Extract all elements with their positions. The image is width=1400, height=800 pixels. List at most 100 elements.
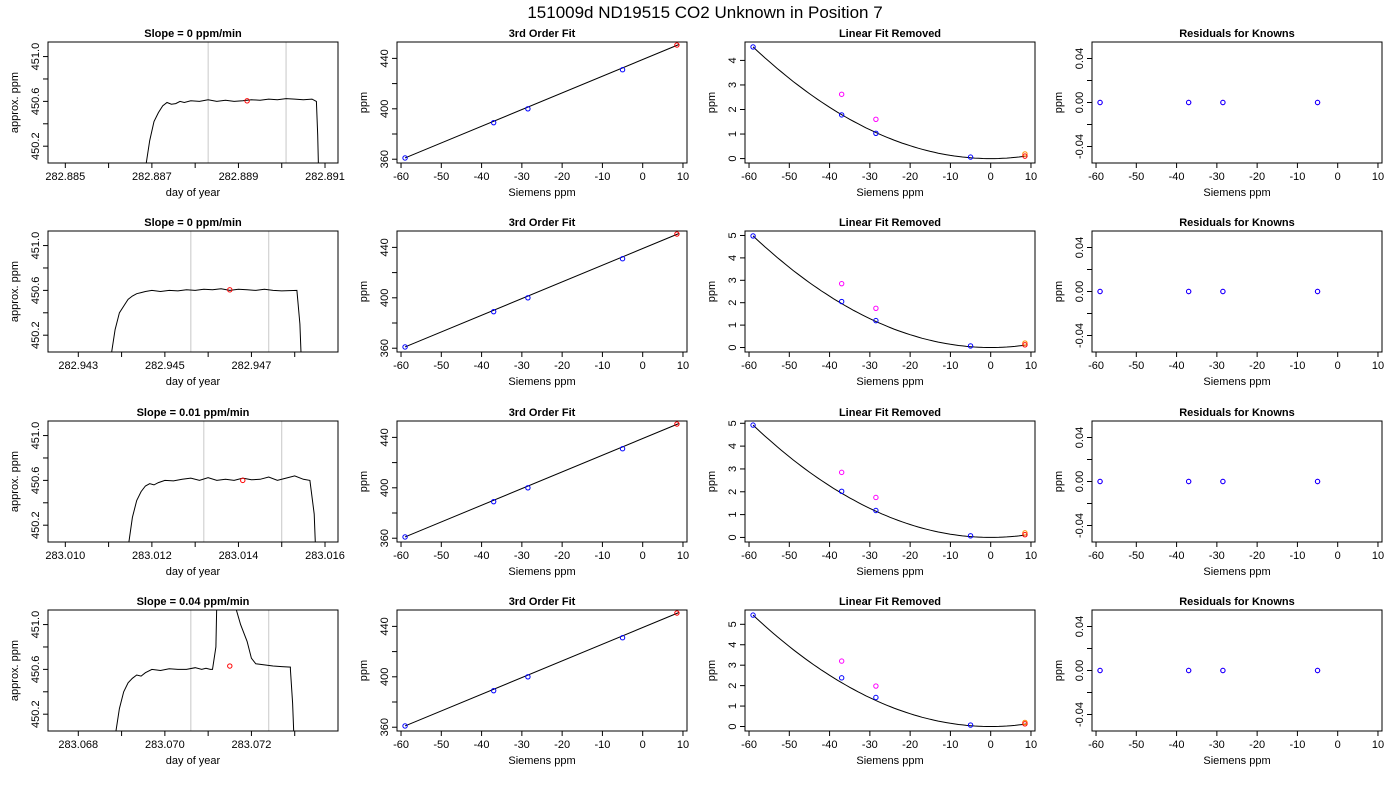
r3-residuals-residual-point xyxy=(1185,478,1192,485)
r4-timeseries-title: Slope = 0.04 ppm/min xyxy=(137,596,250,608)
r4-timeseries-xtick-label: 283.070 xyxy=(145,739,185,751)
r1-fit-ylabel: ppm xyxy=(358,92,370,113)
r3-linear-removed-known-point xyxy=(750,422,756,428)
r1-residuals-xtick-label: -50 xyxy=(1128,171,1144,183)
r1-linear-removed-xtick-label: -40 xyxy=(822,171,838,183)
r4-residuals-xtick-label: -20 xyxy=(1249,739,1265,751)
r1-fit-xtick-label: -60 xyxy=(393,171,409,183)
r4-linear-removed-raw-point xyxy=(838,658,845,664)
r2-fit-unknown-point xyxy=(674,231,680,237)
r1-linear-removed-frame xyxy=(744,41,1036,164)
r4-timeseries-ytick-label: 450.6 xyxy=(30,656,42,684)
r2-residuals-xtick-label: -50 xyxy=(1128,360,1144,372)
r1-linear-removed-title: Linear Fit Removed xyxy=(839,28,941,40)
r2-linear-removed-known-point xyxy=(967,343,974,349)
r1-residuals-xtick-label: -20 xyxy=(1249,171,1265,183)
r1-timeseries-ytick-label: 450.2 xyxy=(30,132,42,160)
r3-residuals-xlabel: Siemens ppm xyxy=(1203,566,1270,578)
r2-linear-removed-xtick-label: 0 xyxy=(988,360,994,372)
r1-linear-removed-raw-point xyxy=(838,91,845,97)
r3-fit-xlabel: Siemens ppm xyxy=(508,566,575,578)
r4-timeseries-xtick-label: 283.072 xyxy=(232,739,272,751)
r3-timeseries-xtick-label: 283.014 xyxy=(219,550,259,562)
r3-linear-removed-unknown-point xyxy=(1022,531,1028,538)
r2-residuals-plot-area xyxy=(1097,288,1321,295)
r4-residuals-xtick-label: -40 xyxy=(1169,739,1185,751)
r1-linear-removed-fit-curve xyxy=(752,46,1027,160)
r1-timeseries-panel: Slope = 0 ppm/min 282.885 282.887 282.889 28… xyxy=(9,28,345,199)
r4-linear-removed-known-point xyxy=(873,694,879,701)
r2-fit-xtick-label: 0 xyxy=(640,360,646,372)
r2-fit-xtick-label: 10 xyxy=(677,360,689,372)
r2-fit-ylabel: ppm xyxy=(358,281,370,302)
r3-timeseries-xtick-label: 283.012 xyxy=(132,550,172,562)
r3-fit-known-point xyxy=(490,498,497,505)
r3-residuals-residual-point xyxy=(1097,478,1103,485)
r3-linear-removed-xtick-label: -30 xyxy=(862,550,878,562)
r2-linear-removed-fit-curve xyxy=(752,235,1027,348)
r4-residuals-residual-point xyxy=(1097,667,1103,674)
r4-timeseries-ytick-label: 451.0 xyxy=(30,611,42,639)
r4-linear-removed-xtick-label: -40 xyxy=(822,739,838,751)
r4-fit-xtick-label: 10 xyxy=(677,739,689,751)
r3-linear-removed-ytick-label: 1 xyxy=(727,512,739,518)
r4-residuals-xtick-label: -50 xyxy=(1128,739,1144,751)
r1-timeseries-trace-line xyxy=(145,98,319,163)
r3-linear-removed-ylabel: ppm xyxy=(706,471,718,492)
r4-linear-removed-xtick-label: -60 xyxy=(741,739,757,751)
r2-residuals-xtick-label: -20 xyxy=(1249,360,1265,372)
r3-fit-xtick-label: 0 xyxy=(640,550,646,562)
r1-linear-removed-xtick-label: -50 xyxy=(781,171,797,183)
r1-timeseries-xtick-label: 282.887 xyxy=(132,171,172,183)
r2-linear-removed-xlabel: Siemens ppm xyxy=(856,376,923,388)
r2-residuals-xtick-label: -40 xyxy=(1169,360,1185,372)
r4-residuals-plot-area xyxy=(1097,667,1321,674)
r1-linear-removed-panel: Linear Fit Removed -60 -50 -40 -30 -20 -10 0 10 0… xyxy=(706,28,1037,199)
r2-linear-removed-ytick-label: 2 xyxy=(727,300,739,306)
r4-fit-xlabel: Siemens ppm xyxy=(508,755,575,767)
r2-residuals-residual-point xyxy=(1220,288,1226,295)
r3-timeseries-xlabel: day of year xyxy=(166,566,221,578)
r4-fit-ytick-label: 400 xyxy=(379,668,391,686)
r3-linear-removed-fit-curve xyxy=(752,424,1027,538)
r3-residuals-xtick-label: -20 xyxy=(1249,550,1265,562)
r2-linear-removed-xtick-label: -50 xyxy=(781,360,797,372)
r2-fit-known-point xyxy=(490,308,497,315)
r1-residuals-residual-point xyxy=(1314,99,1321,106)
r2-residuals-xtick-label: -10 xyxy=(1289,360,1305,372)
r4-linear-removed-known-point xyxy=(967,722,974,728)
r2-linear-removed-unknown-point xyxy=(1022,342,1028,348)
r1-timeseries-ylabel: approx. ppm xyxy=(9,72,21,133)
r2-fit-xtick-label: -50 xyxy=(433,360,449,372)
r1-fit-fit-line xyxy=(404,44,680,159)
r3-fit-ytick-label: 360 xyxy=(379,529,391,547)
r3-timeseries-ytick-label: 450.6 xyxy=(30,467,42,495)
r1-residuals-ytick-label: -0.04 xyxy=(1074,134,1086,159)
r2-linear-removed-ytick-label: 1 xyxy=(727,322,739,328)
r4-timeseries-panel: Slope = 0.04 ppm/min 283.068 283.070 283.07… xyxy=(9,596,339,767)
r1-residuals-panel: Residuals for Knowns -60 -50 -40 -30 -20 -10 0 1… xyxy=(1053,28,1384,199)
r4-timeseries-trace-line xyxy=(115,610,295,731)
r4-fit-xtick-label: -20 xyxy=(554,739,570,751)
r2-residuals-residual-point xyxy=(1097,288,1103,295)
r1-residuals-xtick-label: -40 xyxy=(1169,171,1185,183)
r3-timeseries-trace-line xyxy=(128,475,316,542)
r2-timeseries-xtick-label: 282.947 xyxy=(232,360,272,372)
r4-linear-removed-frame xyxy=(744,609,1036,732)
r3-residuals-residual-point xyxy=(1220,478,1226,485)
r4-linear-removed-ytick-label: 0 xyxy=(727,723,739,729)
r4-residuals-xtick-label: 10 xyxy=(1372,739,1384,751)
r3-fit-known-point xyxy=(619,446,626,452)
r4-linear-removed-plot-area xyxy=(750,612,1028,728)
r3-fit-ytick-label: 400 xyxy=(379,479,391,497)
r1-fit-xtick-label: 10 xyxy=(677,171,689,183)
r2-residuals-xtick-label: 10 xyxy=(1372,360,1384,372)
r1-linear-removed-unknown-point xyxy=(1022,153,1028,159)
r4-fit-unknown-point xyxy=(674,610,680,616)
r3-linear-removed-extra-point xyxy=(1022,530,1028,536)
r4-residuals-frame xyxy=(1091,609,1383,732)
r4-residuals-xtick-label: -30 xyxy=(1209,739,1225,751)
r1-residuals-residual-point xyxy=(1185,99,1192,106)
r3-linear-removed-xtick-label: -20 xyxy=(902,550,918,562)
